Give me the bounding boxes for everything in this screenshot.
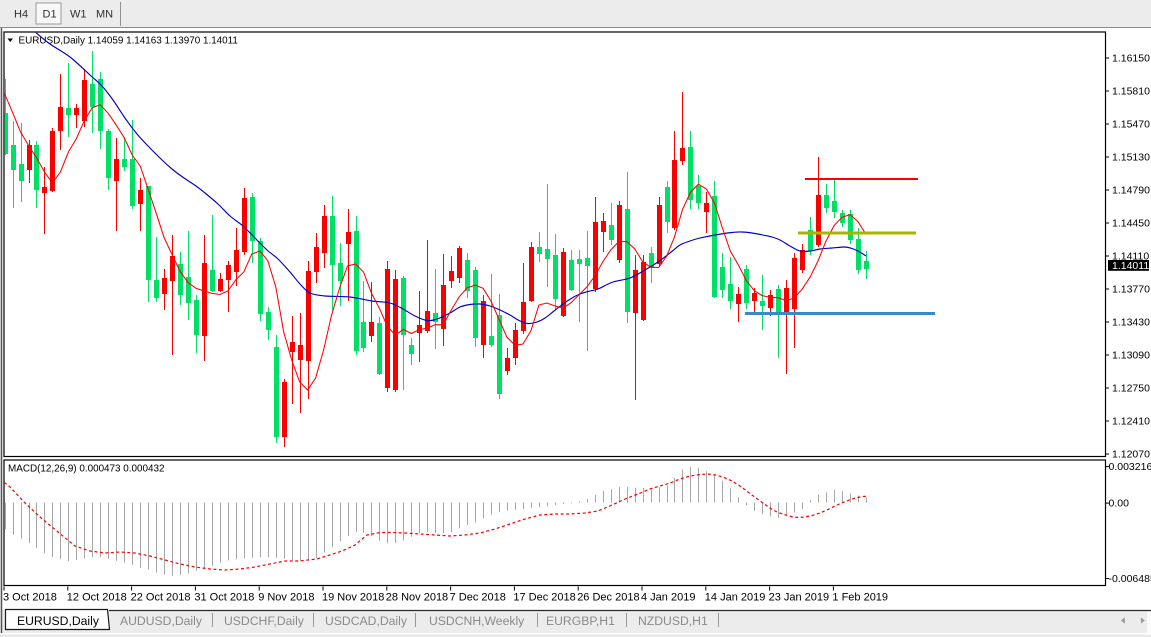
svg-text:1.15130: 1.15130 [1112, 152, 1150, 164]
svg-text:28 Nov 2018: 28 Nov 2018 [386, 592, 448, 604]
svg-text:0.003216: 0.003216 [1109, 461, 1151, 473]
svg-text:9 Nov 2018: 9 Nov 2018 [258, 592, 314, 604]
svg-text:1 Feb 2019: 1 Feb 2019 [832, 592, 888, 604]
svg-text:1.14790: 1.14790 [1112, 185, 1150, 197]
svg-text:1.14450: 1.14450 [1112, 218, 1150, 230]
svg-text:22 Oct 2018: 22 Oct 2018 [131, 592, 191, 604]
svg-text:1.14110: 1.14110 [1112, 251, 1149, 263]
svg-text:7 Dec 2018: 7 Dec 2018 [450, 592, 506, 604]
svg-text:USDCNH,Weekly: USDCNH,Weekly [429, 614, 525, 628]
svg-text:1.15470: 1.15470 [1112, 119, 1150, 131]
svg-text:26 Dec 2018: 26 Dec 2018 [577, 592, 639, 604]
svg-text:1.13090: 1.13090 [1112, 350, 1150, 362]
svg-text:-0.006485: -0.006485 [1109, 573, 1151, 585]
svg-text:4 Jan 2019: 4 Jan 2019 [641, 592, 695, 604]
svg-text:1.13770: 1.13770 [1112, 284, 1150, 296]
svg-text:AUDUSD,Daily: AUDUSD,Daily [120, 614, 203, 628]
svg-text:EURUSD,Daily: EURUSD,Daily [17, 614, 100, 628]
svg-text:1.15810: 1.15810 [1112, 86, 1150, 98]
svg-text:0.00: 0.00 [1109, 498, 1130, 510]
svg-text:USDCHF,Daily: USDCHF,Daily [224, 614, 305, 628]
svg-text:MN: MN [96, 9, 113, 21]
svg-text:12 Oct 2018: 12 Oct 2018 [67, 592, 127, 604]
svg-text:D1: D1 [43, 9, 57, 21]
svg-text:1.12750: 1.12750 [1112, 383, 1150, 395]
svg-text:1.14011: 1.14011 [1112, 260, 1149, 272]
svg-text:14 Jan 2019: 14 Jan 2019 [705, 592, 766, 604]
svg-text:EURGBP,H1: EURGBP,H1 [546, 614, 615, 628]
svg-text:1.12070: 1.12070 [1112, 449, 1150, 461]
svg-text:17 Dec 2018: 17 Dec 2018 [513, 592, 575, 604]
svg-text:23 Jan 2019: 23 Jan 2019 [769, 592, 830, 604]
svg-text:19 Nov 2018: 19 Nov 2018 [322, 592, 384, 604]
svg-text:1.12410: 1.12410 [1112, 416, 1150, 428]
svg-text:31 Oct 2018: 31 Oct 2018 [194, 592, 254, 604]
svg-text:NZDUSD,H1: NZDUSD,H1 [638, 614, 708, 628]
svg-text:USDCAD,Daily: USDCAD,Daily [325, 614, 408, 628]
svg-text:EURUSD,Daily 1.14059 1.14163: EURUSD,Daily 1.14059 1.14163 1.13970 1.1… [19, 36, 239, 47]
svg-text:1.16150: 1.16150 [1112, 53, 1150, 65]
svg-text:1.13430: 1.13430 [1112, 317, 1150, 329]
svg-text:H4: H4 [14, 9, 28, 21]
svg-text:3 Oct 2018: 3 Oct 2018 [3, 592, 57, 604]
svg-text:MACD(12,26,9) 0.000473 0.00043: MACD(12,26,9) 0.000473 0.000432 [8, 464, 164, 475]
svg-text:W1: W1 [70, 9, 87, 21]
